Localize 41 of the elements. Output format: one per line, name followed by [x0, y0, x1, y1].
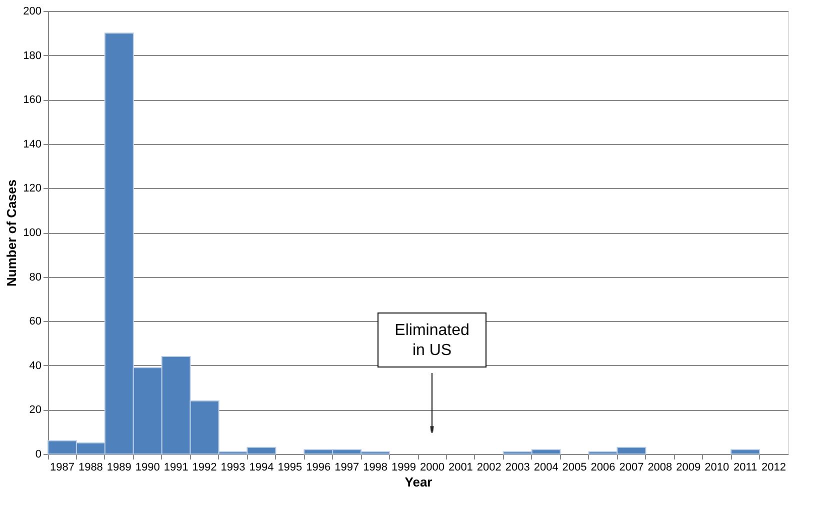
y-tick-label: 180 — [23, 50, 42, 62]
annotation: Eliminated in US — [394, 322, 470, 359]
x-tick-label: 1997 — [334, 462, 360, 474]
x-tick-label: 2006 — [590, 462, 616, 474]
x-tick-label: 2000 — [420, 462, 444, 474]
x-tick-label: 1988 — [78, 462, 103, 474]
x-tick-label: 2007 — [619, 462, 644, 474]
x-tick-label: 2001 — [448, 462, 473, 474]
x-tick-label: 1992 — [192, 462, 217, 474]
x-tick-label: 1998 — [363, 462, 388, 474]
y-tick-label: 160 — [23, 94, 42, 106]
x-axis-title: Year — [404, 474, 432, 490]
y-tick-label: 200 — [23, 6, 42, 18]
y-tick-label: 120 — [23, 182, 42, 195]
y-tick-label: 40 — [29, 360, 42, 372]
y-axis-title: Number of Cases — [4, 180, 20, 286]
y-tick-label: 80 — [29, 271, 42, 284]
x-tick-label: 1996 — [306, 462, 331, 474]
y-tick-label: 100 — [23, 227, 42, 239]
x-tick-label: 2002 — [476, 462, 502, 474]
x-tick-label: 1990 — [135, 462, 160, 474]
x-tick-label: 2008 — [648, 462, 672, 474]
x-tick-label: 2012 — [762, 462, 786, 474]
bar — [730, 449, 760, 454]
x-tick-label: 1989 — [106, 462, 132, 474]
x-tick-label: 1987 — [50, 462, 74, 474]
y-tick-label: 0 — [35, 448, 42, 460]
x-tick-label: 1991 — [164, 462, 188, 474]
x-tick-label: 1999 — [392, 462, 416, 474]
y-tick-label: 140 — [23, 138, 42, 150]
x-tick-label: 1994 — [249, 462, 274, 474]
y-tick-label: 20 — [29, 404, 42, 416]
x-tick-label: 2009 — [676, 462, 701, 474]
x-tick-label: 2003 — [505, 462, 530, 474]
x-tick-label: 2011 — [733, 462, 758, 474]
x-tick-label: 2005 — [562, 462, 587, 474]
x-tick-label: 2010 — [704, 462, 730, 474]
y-tick-label: 60 — [29, 316, 42, 328]
x-tick-label: 2004 — [534, 462, 558, 474]
x-tick-label: 1995 — [278, 462, 302, 474]
x-tick-label: 1993 — [220, 462, 246, 474]
